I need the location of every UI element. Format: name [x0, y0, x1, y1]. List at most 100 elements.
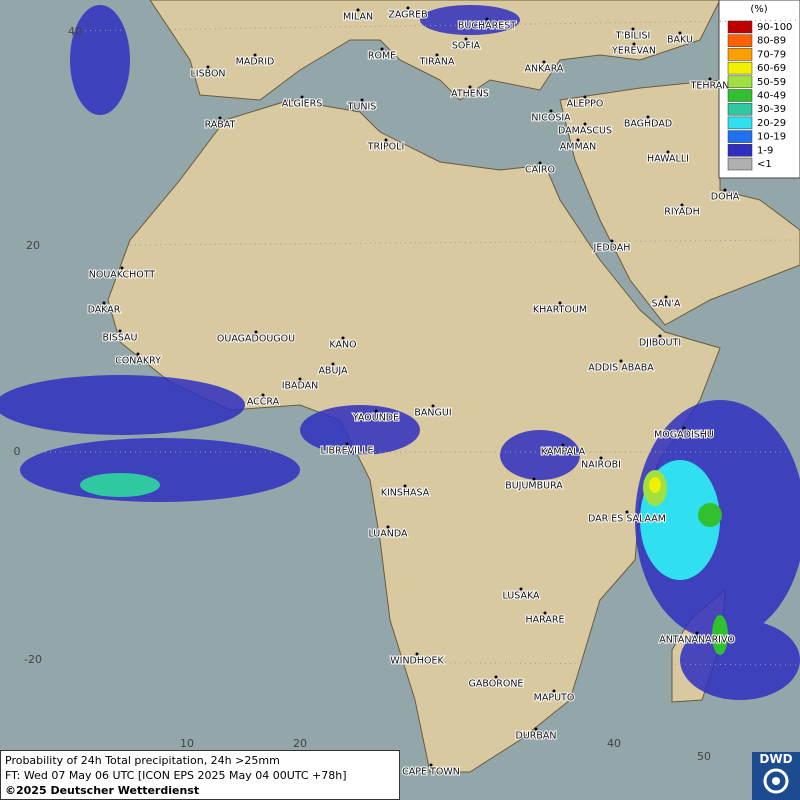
- legend-label: 20-29: [757, 118, 786, 129]
- city-dot: [519, 587, 523, 591]
- legend-swatch: [727, 116, 753, 130]
- precip-area: [420, 5, 520, 35]
- city-label: LIBREVILLE: [320, 446, 373, 457]
- city-dot: [632, 42, 636, 46]
- city-label: LUANDA: [368, 529, 408, 540]
- precip-area: [649, 477, 661, 493]
- city-label: ZAGREB: [388, 10, 427, 21]
- city-dot: [631, 27, 635, 31]
- city-dot: [403, 484, 407, 488]
- city-dot: [723, 188, 727, 192]
- city-label: ABUJA: [318, 366, 348, 377]
- city-dot: [610, 239, 614, 243]
- city-dot: [558, 301, 562, 305]
- city-dot: [431, 404, 435, 408]
- city-dot: [658, 334, 662, 338]
- city-dot: [708, 77, 712, 81]
- city-dot: [552, 689, 556, 693]
- city-label: NAIROBI: [581, 460, 621, 471]
- precip-area: [20, 438, 300, 502]
- precip-area: [712, 615, 728, 655]
- city-label: T'BILISI: [615, 31, 651, 42]
- city-dot: [298, 377, 302, 381]
- city-dot: [666, 150, 670, 154]
- city-label: YAOUNDE: [352, 413, 399, 424]
- city-dot: [543, 611, 547, 615]
- city-dot: [254, 330, 258, 334]
- legend-label: 30-39: [757, 104, 786, 115]
- dwd-logo: DWD: [752, 752, 800, 800]
- city-label: TEHRAN: [690, 81, 730, 92]
- info-forecast: FT: Wed 07 May 06 UTC [ICON EPS 2025 May…: [5, 769, 347, 782]
- logo-icon: [763, 768, 789, 794]
- city-label: ALGIERS: [282, 99, 323, 110]
- city-dot: [682, 426, 686, 430]
- legend-label: 40-49: [757, 91, 786, 102]
- info-title: Probability of 24h Total precipitation, …: [5, 754, 280, 767]
- city-dot: [561, 443, 565, 447]
- city-dot: [549, 109, 553, 113]
- graticule-line: [0, 239, 800, 247]
- city-dot: [664, 295, 668, 299]
- city-dot: [341, 336, 345, 340]
- city-label: DJIBOUTI: [639, 338, 681, 349]
- legend-swatch: [727, 75, 753, 89]
- graticule-label: -20: [24, 653, 42, 666]
- city-label: CONAKRY: [115, 356, 161, 367]
- city-dot: [356, 8, 360, 12]
- city-label: BISSAU: [102, 333, 137, 344]
- legend-label: <1: [757, 159, 772, 170]
- city-label: ACCRA: [247, 397, 280, 408]
- city-label: NOUAKCHOTT: [89, 270, 156, 281]
- city-dot: [538, 161, 542, 165]
- city-dot: [599, 456, 603, 460]
- city-label: DAKAR: [88, 305, 121, 316]
- legend-swatch: [727, 34, 753, 47]
- city-dot: [253, 53, 257, 57]
- city-label: BUJUMBURA: [505, 481, 563, 492]
- europe: [149, 0, 721, 101]
- legend-label: 90-100: [757, 22, 792, 33]
- city-label: ALEPPO: [567, 99, 604, 110]
- city-dot: [360, 98, 364, 102]
- precip-area: [300, 405, 420, 455]
- city-label: ADDIS ABABA: [588, 363, 654, 374]
- city-label: KHARTOUM: [533, 305, 587, 316]
- city-dot: [576, 138, 580, 142]
- city-dot: [206, 65, 210, 69]
- city-label: YEREVAN: [611, 46, 656, 57]
- legend-label: 70-79: [757, 49, 786, 60]
- legend-swatch: [727, 89, 753, 102]
- precip-area: [500, 430, 580, 480]
- city-label: TIRANA: [419, 57, 455, 68]
- legend-swatch: [727, 20, 753, 34]
- city-dot: [625, 510, 629, 514]
- precip-area: [0, 375, 245, 435]
- graticule-label: 20: [26, 239, 40, 252]
- city-label: BAGHDAD: [624, 119, 672, 130]
- graticule-label: 50: [697, 750, 711, 763]
- city-label: MADRID: [236, 57, 275, 68]
- city-label: DAMASCUS: [558, 126, 612, 137]
- precipitation-high: [80, 460, 728, 655]
- city-label: LISBON: [190, 69, 225, 80]
- precip-area: [80, 473, 160, 497]
- city-label: OUAGADOUGOU: [217, 334, 295, 345]
- graticule-line: [0, 19, 800, 33]
- city-label: JEDDAH: [593, 243, 631, 254]
- city-dot: [406, 6, 410, 10]
- city-label: SOFIA: [452, 41, 481, 52]
- city-dot: [345, 442, 349, 446]
- city-label: NICOSIA: [531, 113, 571, 124]
- city-dot: [435, 53, 439, 57]
- city-label: KANO: [329, 340, 356, 351]
- city-dot: [415, 652, 419, 656]
- city-dot: [261, 393, 265, 397]
- city-label: CAIRO: [525, 165, 555, 176]
- city-dot: [534, 727, 538, 731]
- city-dot: [532, 477, 536, 481]
- city-label: RABAT: [205, 120, 236, 131]
- city-label: MOGADISHU: [654, 430, 714, 441]
- legend-label: 1-9: [757, 145, 773, 156]
